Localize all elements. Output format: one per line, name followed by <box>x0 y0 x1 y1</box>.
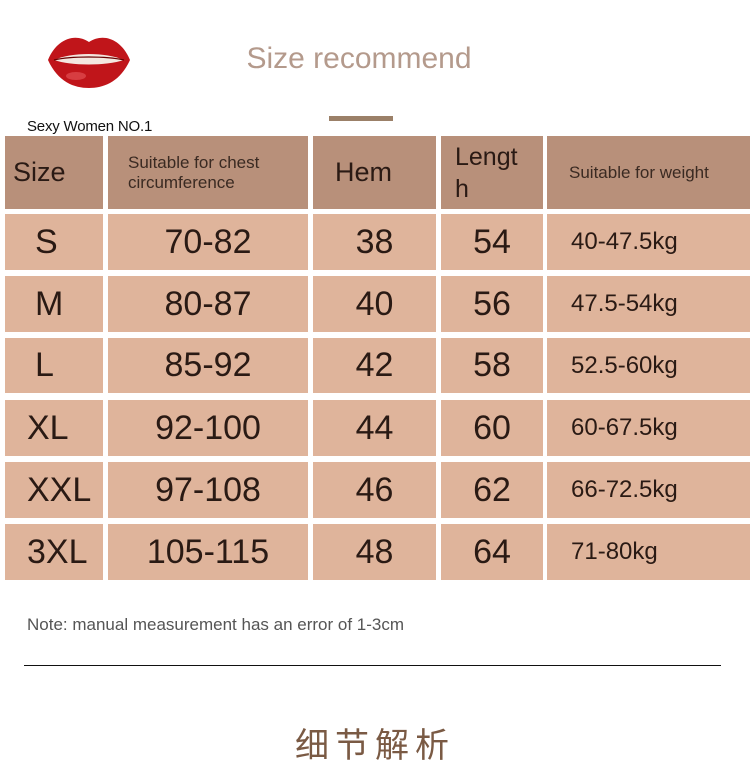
cell-value: 70-82 <box>164 222 252 261</box>
cell-value: 54 <box>473 222 511 261</box>
cell-value: 71-80kg <box>571 538 658 565</box>
cell-value: 92-100 <box>155 408 261 447</box>
table-cell: 47.5-54kg <box>547 276 750 332</box>
table-cell: 52.5-60kg <box>547 338 750 393</box>
header-cell: Suitable for chest circumference <box>108 136 308 209</box>
table-cell: 80-87 <box>108 276 308 332</box>
table-cell: 71-80kg <box>547 524 750 580</box>
table-cell: S <box>5 214 103 270</box>
cell-value: 64 <box>473 532 511 571</box>
table-cell: 70-82 <box>108 214 308 270</box>
table-cell: 97-108 <box>108 462 308 518</box>
header-label: Hem <box>335 157 393 187</box>
header-label: Suitable for weight <box>569 162 709 182</box>
cell-value: 97-108 <box>155 470 261 509</box>
header-cell: Lengt h <box>441 136 543 209</box>
table-cell: 64 <box>441 524 543 580</box>
cell-value: 85-92 <box>164 346 252 384</box>
table-cell: 40 <box>313 276 436 332</box>
table-cell: 44 <box>313 400 436 456</box>
title-divider <box>329 116 393 121</box>
next-section-title: 细节解析 <box>295 727 455 765</box>
cell-value: 105-115 <box>146 532 270 571</box>
red-lips-icon <box>48 37 130 88</box>
cell-value: 60 <box>473 408 511 447</box>
table-cell: 60-67.5kg <box>547 400 750 456</box>
cell-value: XXL <box>27 470 92 509</box>
cell-value: 3XL <box>27 532 88 571</box>
table-cell: L <box>5 338 103 393</box>
table-cell: 105-115 <box>108 524 308 580</box>
cell-value: 47.5-54kg <box>571 290 678 317</box>
table-cell: 3XL <box>5 524 103 580</box>
brand-name: Sexy Women NO.1 <box>27 118 153 135</box>
cell-value: 56 <box>473 284 511 323</box>
header-label: Suitable for chest circumference <box>128 152 260 192</box>
header-cell: Hem <box>313 136 436 209</box>
header-label: Size <box>13 157 66 187</box>
table-cell: 48 <box>313 524 436 580</box>
header-label: Lengt h <box>455 142 518 203</box>
cell-value: 66-72.5kg <box>571 476 678 503</box>
brand-logo: Sexy Women NO.1 <box>10 30 170 135</box>
cell-value: 38 <box>355 222 394 261</box>
measurement-note: Note: manual measurement has an error of… <box>27 615 405 634</box>
table-cell: XXL <box>5 462 103 518</box>
header-cell: Size <box>5 136 103 209</box>
table-cell: 38 <box>313 214 436 270</box>
table-cell: 46 <box>313 462 436 518</box>
cell-value: XL <box>27 408 69 447</box>
cell-value: L <box>35 346 54 384</box>
table-cell: 62 <box>441 462 543 518</box>
cell-value: 46 <box>355 470 394 509</box>
cell-value: 48 <box>355 532 394 571</box>
cell-value: 40 <box>355 284 394 323</box>
cell-value: S <box>35 222 58 261</box>
table-cell: XL <box>5 400 103 456</box>
table-cell: 40-47.5kg <box>547 214 750 270</box>
cell-value: 62 <box>473 470 511 509</box>
cell-value: 58 <box>473 346 511 384</box>
table-cell: 54 <box>441 214 543 270</box>
divider-line <box>24 665 721 666</box>
cell-value: 40-47.5kg <box>571 228 678 255</box>
table-cell: 58 <box>441 338 543 393</box>
cell-value: 60-67.5kg <box>571 414 678 441</box>
cell-value: M <box>35 284 64 323</box>
table-cell: 42 <box>313 338 436 393</box>
table-cell: M <box>5 276 103 332</box>
cell-value: 80-87 <box>164 284 252 323</box>
table-cell: 56 <box>441 276 543 332</box>
cell-value: 42 <box>355 346 394 384</box>
cell-value: 52.5-60kg <box>571 351 678 379</box>
page-title: Size recommend <box>246 42 472 75</box>
table-cell: 92-100 <box>108 400 308 456</box>
cell-value: 44 <box>355 408 394 447</box>
table-cell: 85-92 <box>108 338 308 393</box>
table-cell: 66-72.5kg <box>547 462 750 518</box>
table-cell: 60 <box>441 400 543 456</box>
header-cell: Suitable for weight <box>547 136 750 209</box>
